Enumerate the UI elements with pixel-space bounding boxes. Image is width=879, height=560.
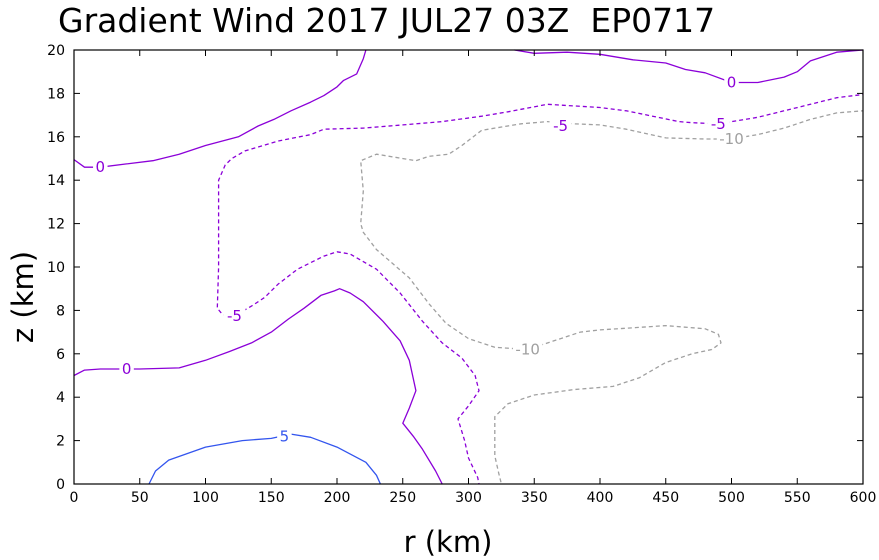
x-tick-label: 0 [70,490,79,506]
x-tick-label: 400 [587,490,614,506]
y-tick-label: 4 [56,390,65,406]
contour-line-3 [514,49,864,84]
x-tick-label: 500 [718,490,745,506]
contour-line-1 [73,288,443,485]
contour-label-bg [277,428,292,444]
contour-label-bg [724,74,739,90]
y-tick-label: 10 [47,260,65,276]
contour-label: -5 [711,115,726,133]
contour-line-5 [718,93,864,125]
contour-label-bg [223,307,246,323]
contour-label: -10 [719,130,744,148]
contour-label: -5 [227,307,242,325]
contour-label-bg [707,115,730,131]
chart-title: Gradient Wind 2017 JUL27 03Z EP0717 [58,1,715,40]
contour-label-bg [119,360,134,376]
y-tick-label: 6 [56,347,65,363]
y-tick-label: 0 [56,477,65,493]
x-tick-label: 250 [389,490,416,506]
y-tick-label: 20 [47,43,65,59]
contour-label: 5 [280,427,290,445]
contour-label-bg [716,130,747,146]
contour-label-bg [549,117,572,133]
contour-label: 0 [96,158,106,176]
contour-lines [73,49,864,485]
x-tick-label: 450 [652,490,679,506]
contour-label: -5 [553,117,568,135]
x-tick-label: 600 [850,490,877,506]
plot-frame [73,49,864,485]
y-tick-label: 12 [47,217,65,233]
contour-label-bg [512,341,543,357]
contour-line-2 [73,49,367,168]
y-tick-label: 18 [47,86,65,102]
y-tick-label: 8 [56,303,65,319]
contour-line-6 [360,120,732,485]
x-tick-label: 100 [192,490,219,506]
y-tick-label: 2 [56,434,65,450]
contour-label: 0 [727,74,737,92]
contour-label: -10 [515,340,540,358]
contour-label: 0 [122,360,132,378]
y-axis-label: z (km) [6,251,40,343]
y-tick-label: 16 [47,130,65,146]
x-tick-label: 150 [258,490,285,506]
x-tick-label: 50 [131,490,149,506]
x-tick-label: 350 [521,490,548,506]
x-tick-label: 200 [324,490,351,506]
contour-label-bg [93,159,108,175]
y-axis-ticks: 0 2 4 6 8 10 12 14 16 18 20 [47,43,863,493]
y-tick-label: 14 [47,173,65,189]
contour-line-7 [731,110,864,140]
x-tick-label: 300 [455,490,482,506]
x-axis-label: r (km) [404,525,493,559]
contour-line-0 [148,433,381,485]
x-tick-label: 550 [784,490,811,506]
contour-line-4 [216,103,719,485]
x-axis-ticks: 0 50 100 150 200 250 300 350 400 450 500 550 600 [70,50,877,506]
